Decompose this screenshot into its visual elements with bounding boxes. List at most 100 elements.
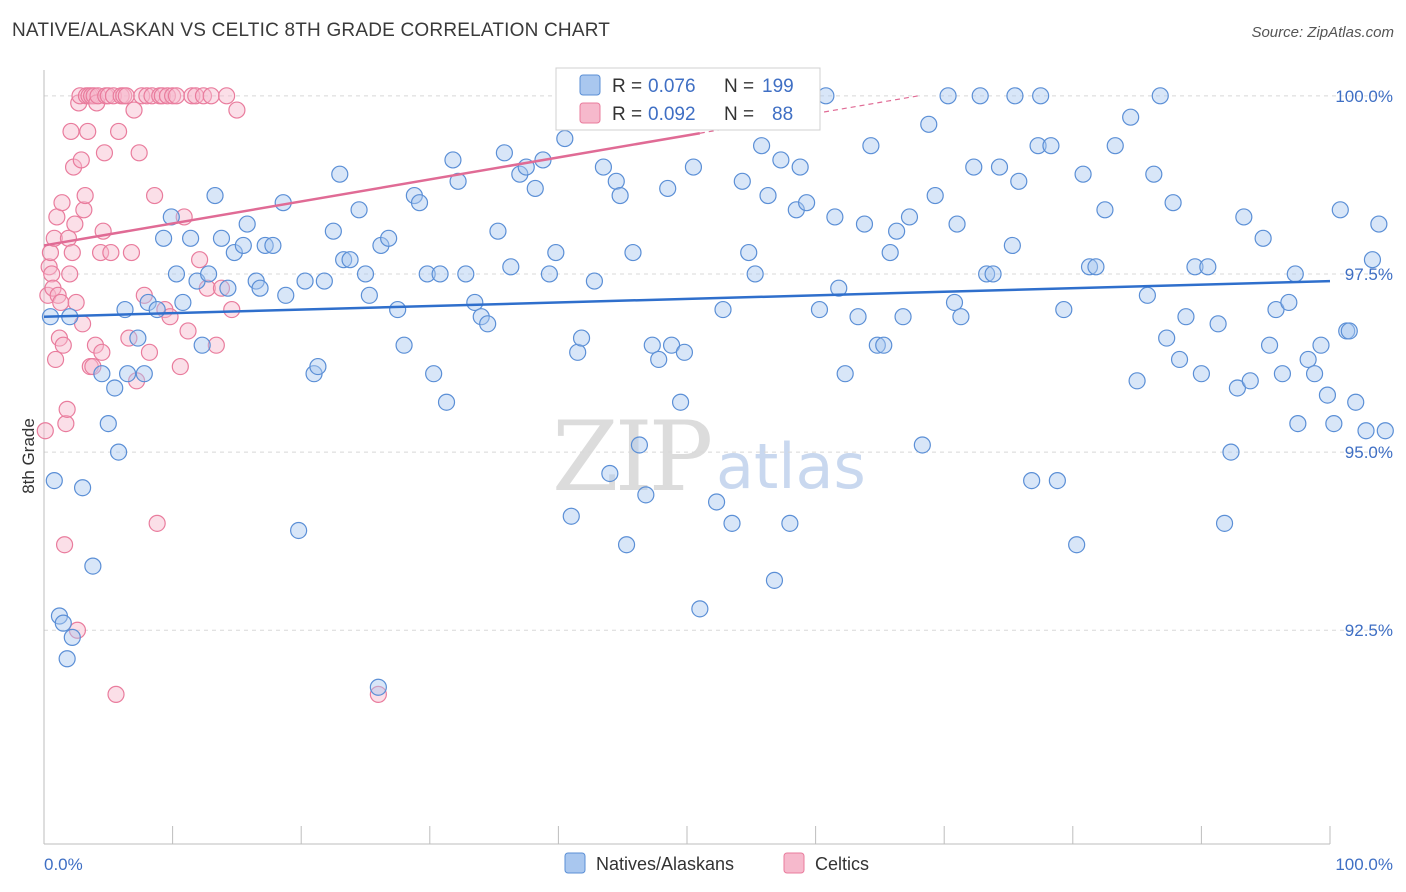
natives-point: [765, 571, 784, 589]
natives-point: [1010, 172, 1028, 190]
natives-point: [309, 357, 327, 376]
natives-point: [1122, 108, 1140, 126]
natives-point: [868, 336, 886, 354]
watermark-zip: ZIP: [552, 401, 711, 513]
natives-point: [888, 222, 906, 240]
natives-point: [659, 179, 677, 198]
natives-point: [881, 243, 899, 262]
celtics-point: [117, 87, 135, 105]
natives-point: [1280, 293, 1298, 312]
natives-point: [1289, 414, 1307, 433]
natives-point: [1080, 258, 1099, 276]
celtics-point: [86, 336, 105, 354]
bottom-legend-label-celtics: Celtics: [815, 854, 869, 874]
natives-point: [630, 436, 649, 454]
natives-point: [1032, 87, 1050, 105]
natives-point: [1299, 350, 1317, 369]
natives-point: [1042, 137, 1060, 155]
legend-r-value-2: 0.092: [648, 104, 696, 125]
celtics-point: [57, 414, 75, 433]
celtics-point: [369, 685, 387, 703]
celtics-trend-line: [43, 131, 701, 247]
natives-point: [1138, 286, 1156, 304]
celtics-point: [122, 243, 141, 262]
natives-point: [650, 350, 668, 369]
natives-point: [990, 158, 1009, 176]
celtics-point: [43, 265, 61, 283]
natives-point: [1029, 137, 1047, 155]
natives-point: [135, 365, 153, 383]
natives-point: [1209, 315, 1227, 333]
legend-n-label-1: N =: [724, 76, 754, 97]
celtics-point: [148, 514, 166, 532]
natives-point: [1254, 229, 1272, 247]
celtics-point: [46, 350, 65, 369]
celtics-point: [171, 357, 189, 376]
celtics-point: [61, 265, 79, 283]
natives-point: [971, 87, 989, 105]
natives-point: [1376, 422, 1394, 440]
natives-point: [836, 365, 854, 383]
natives-point: [290, 521, 308, 540]
natives-point: [1222, 443, 1240, 461]
natives-point: [611, 186, 629, 205]
natives-point: [193, 336, 211, 354]
natives-point: [73, 479, 92, 497]
natives-point: [781, 514, 799, 532]
natives-point: [759, 186, 777, 205]
watermark-atlas: atlas: [716, 430, 866, 503]
natives-point: [489, 222, 507, 240]
celtics-point: [228, 101, 246, 119]
legend-r-label-1: R =: [612, 76, 642, 97]
natives-point: [238, 215, 256, 233]
legend-swatch-blue: [579, 74, 601, 96]
legend-swatch-pink: [579, 102, 601, 124]
celtics-point: [202, 87, 220, 105]
natives-point: [1128, 372, 1146, 390]
natives-point: [148, 300, 166, 319]
celtics-point: [53, 194, 71, 212]
y-tick-label: 97.5%: [1345, 265, 1393, 284]
natives-point: [315, 272, 333, 290]
natives-point: [369, 678, 387, 696]
natives-point: [219, 279, 237, 297]
natives-point: [1170, 350, 1189, 369]
natives-point: [939, 87, 957, 105]
natives-point: [212, 229, 231, 247]
celtics-point: [52, 293, 70, 312]
natives-point: [1068, 536, 1086, 554]
bottom-legend-swatch-pink: [783, 852, 805, 874]
natives-point: [129, 329, 147, 347]
natives-point: [162, 208, 180, 226]
celtics-point: [120, 329, 138, 347]
celtics-point: [164, 87, 182, 105]
natives-point: [617, 536, 636, 554]
x-tick-label-start: 0.0%: [44, 855, 83, 874]
natives-point: [1023, 471, 1041, 490]
natives-point: [380, 229, 398, 247]
natives-point: [624, 243, 642, 262]
natives-point: [984, 265, 1002, 283]
natives-point: [1164, 194, 1182, 212]
natives-point: [431, 265, 449, 283]
natives-point: [1260, 336, 1279, 354]
natives-point: [154, 229, 173, 247]
natives-point: [540, 265, 558, 283]
natives-point: [797, 194, 816, 212]
celtics-point: [59, 229, 78, 247]
natives-point: [1215, 514, 1234, 532]
natives-point: [1286, 265, 1304, 283]
celtics-point: [54, 336, 72, 354]
natives-point: [418, 265, 436, 283]
natives-point: [643, 336, 661, 354]
natives-point: [1186, 258, 1204, 276]
natives-point: [1273, 365, 1292, 383]
natives-point: [952, 308, 970, 326]
natives-point: [810, 300, 829, 319]
legend-r-label-2: R =: [612, 104, 642, 125]
y-tick-label: 100.0%: [1335, 87, 1393, 106]
x-tick-label-end: 100.0%: [1335, 855, 1393, 874]
y-tick-labels: 92.5% 95.0% 97.5% 100.0%: [1335, 87, 1393, 640]
natives-point: [1151, 87, 1169, 105]
